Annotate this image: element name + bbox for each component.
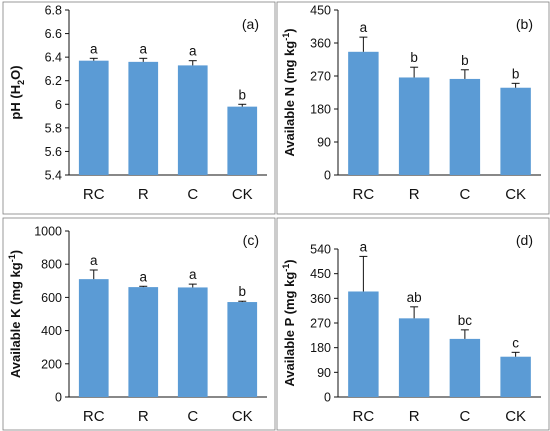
y-tick-label: 360 [310,37,331,51]
x-tick-label: C [459,408,470,425]
y-tick-label: 270 [310,317,331,331]
chart-panel-1: 5.4 5.6 5.8 6 6.2 6.4 6.6 6.8 a RC a Ra Cb CK (a) pH (H… [2,1,276,215]
x-tick-label: R [409,186,420,203]
bar [78,279,109,397]
significance-label: c [512,335,519,350]
x-tick-label: RC [83,408,105,425]
y-tick-label: 400 [41,324,62,338]
bar [348,291,379,397]
y-tick-label: 360 [310,292,331,306]
x-tick-label: C [187,408,198,425]
significance-label: b [461,53,469,68]
y-tick-label: 270 [310,70,331,84]
y-axis-label: Available P (mg kg-1) [281,259,297,386]
y-tick-label: 0 [324,391,331,405]
y-axis-label: Available N (mg kg-1) [281,28,297,156]
chart-panel-4: 0 90 180 270 360 450 540 a RC ab Rbc Cc CK (d) Availab… [276,217,550,431]
x-tick-label: C [187,186,198,203]
y-tick-label: 800 [41,258,62,272]
chart-panel-2: 0 90 180 270 360 450 a RC b Rb Cb CK (b) Available N … [276,1,550,215]
y-tick-label: 180 [310,103,331,117]
x-tick-label: CK [505,408,526,425]
y-tick-label: 6.6 [45,27,62,41]
x-tick-label: CK [505,186,526,203]
significance-label: b [410,50,418,65]
y-tick-label: 1000 [34,225,62,239]
bar [449,338,481,397]
significance-label: a [139,41,147,56]
x-tick-label: RC [353,408,375,425]
y-tick-label: 0 [55,391,62,405]
significance-label: a [90,253,98,268]
panel-frame [276,217,550,431]
bar [128,287,159,397]
significance-label: bc [458,313,473,328]
bar [348,51,379,175]
bar [227,106,258,175]
y-tick-label: 90 [317,366,331,380]
significance-label: a [360,239,368,254]
x-tick-label: C [459,186,470,203]
panel-frame [2,217,276,431]
x-tick-label: RC [353,186,375,203]
panel-label: (a) [242,16,259,32]
significance-label: ab [407,290,422,305]
y-tick-label: 450 [310,4,331,18]
y-tick-label: 600 [41,291,62,305]
y-axis-label: pH (H2O) [8,65,26,119]
significance-label: a [139,269,147,284]
y-tick-label: 6.8 [45,4,62,18]
x-tick-label: R [409,408,420,425]
panel-label: (c) [243,232,259,248]
y-tick-label: 540 [310,243,331,257]
y-axis-label: Available K (mg kg-1) [7,250,23,378]
y-tick-label: 180 [310,341,331,355]
bar [177,65,208,175]
bar [500,87,531,175]
x-tick-label: CK [232,186,253,203]
significance-label: a [189,267,197,282]
significance-label: a [360,20,368,35]
significance-label: a [189,44,197,59]
bar [449,78,481,175]
panel-frame [276,1,550,215]
y-tick-label: 5.8 [45,121,62,135]
y-tick-label: 6.4 [45,51,62,65]
y-tick-label: 200 [41,357,62,371]
significance-label: b [512,66,520,81]
bar [398,77,430,175]
significance-label: b [238,284,246,299]
x-tick-label: R [138,408,149,425]
chart-panel-3: 0 200 400 600 800 1000 a RC a Ra Cb CK (c) Available … [2,217,276,431]
significance-label: b [238,87,246,102]
y-tick-label: 90 [317,136,331,150]
x-tick-label: RC [83,186,105,203]
bar [398,318,430,397]
bar [227,302,258,397]
bar [128,61,159,175]
significance-label: a [90,41,98,56]
panel-label: (b) [516,16,533,32]
bar [500,356,531,397]
y-tick-label: 0 [324,169,331,183]
panel-frame [2,1,276,215]
x-tick-label: R [138,186,149,203]
bar [177,287,208,397]
y-tick-label: 5.4 [45,169,62,183]
y-tick-label: 450 [310,267,331,281]
bar [78,60,109,175]
y-tick-label: 6 [55,98,62,112]
y-tick-label: 6.2 [45,74,62,88]
panel-label: (d) [516,232,533,248]
y-tick-label: 5.6 [45,145,62,159]
x-tick-label: CK [232,408,253,425]
